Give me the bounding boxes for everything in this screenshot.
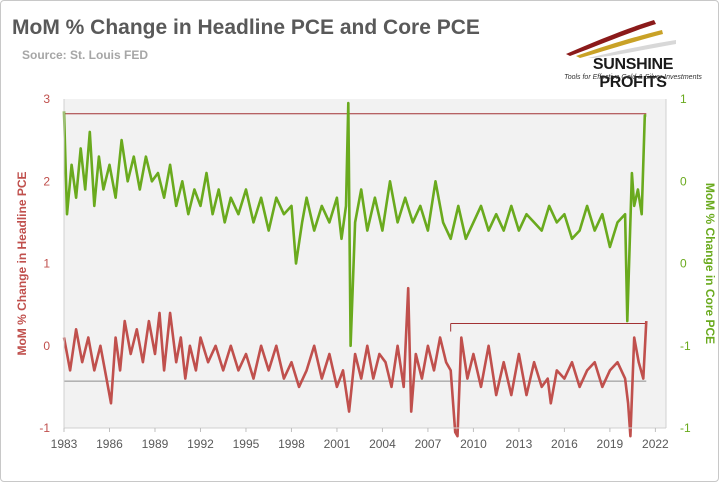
headline-pce-line <box>62 286 648 438</box>
right-tick-label: 0 <box>680 174 687 188</box>
x-tick-label: 1989 <box>142 437 169 451</box>
chart-source: Source: St. Louis FED <box>22 48 149 62</box>
core-pce-line <box>62 101 647 348</box>
plot-area <box>64 99 666 428</box>
x-tick-label: 1983 <box>51 437 78 451</box>
left-tick-label: 2 <box>43 174 50 188</box>
logo-tagline: Tools for Effective Gold & Silver Invest… <box>564 74 702 81</box>
right-tick-label: 0 <box>680 257 687 271</box>
ticks-layer: 1983 1986 1989 1992 1995 1998 2001 2004 2007 2010… <box>39 92 691 451</box>
x-tick-label: 2022 <box>642 437 669 451</box>
right-axis-label: MoM % Change in Core PCE <box>703 183 717 344</box>
x-tick-label: 1995 <box>233 437 260 451</box>
sunshine-profits-logo: SUNSHINE PROFITS Tools for Effective Gol… <box>558 14 708 91</box>
x-tick-label: 2019 <box>597 437 624 451</box>
series-layer <box>62 101 648 438</box>
logo-name: SUNSHINE PROFITS <box>592 56 674 91</box>
left-tick-label: 1 <box>43 257 50 271</box>
x-tick-label: 2004 <box>369 437 396 451</box>
axes-layer <box>63 99 667 429</box>
right-tick-label: -1 <box>680 339 691 353</box>
chart-title: MoM % Change in Headline PCE and Core PC… <box>12 16 480 39</box>
x-tick-label: 1992 <box>187 437 214 451</box>
sun-rays-icon <box>566 20 676 58</box>
x-tick-label: 2013 <box>506 437 533 451</box>
x-tick-label: 1998 <box>278 437 305 451</box>
x-tick-label: 2016 <box>551 437 578 451</box>
right-tick-label: -1 <box>680 421 691 435</box>
x-tick-label: 2007 <box>415 437 442 451</box>
left-tick-label: 0 <box>43 339 50 353</box>
x-tick-label: 2001 <box>324 437 351 451</box>
right-tick-label: 1 <box>680 92 687 106</box>
left-tick-label: 3 <box>43 92 50 106</box>
x-tick-label: 1986 <box>96 437 123 451</box>
left-axis-label: MoM % Change in Headline PCE <box>15 171 29 355</box>
left-tick-label: -1 <box>39 421 50 435</box>
x-tick-label: 2010 <box>460 437 487 451</box>
